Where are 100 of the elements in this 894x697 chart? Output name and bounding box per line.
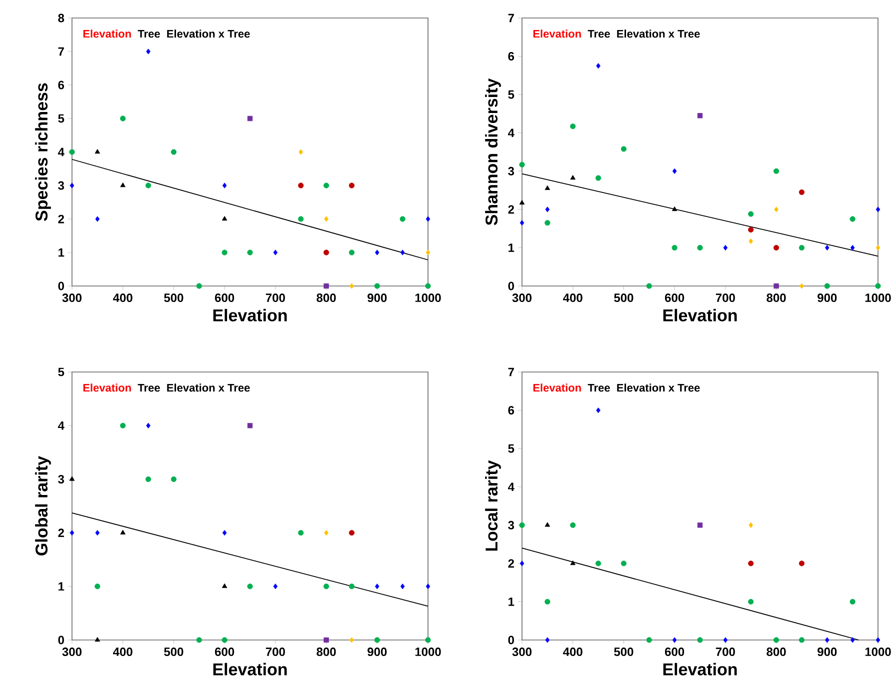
point <box>222 250 228 256</box>
x-tick-label: 400 <box>563 648 582 656</box>
point <box>374 283 380 289</box>
y-tick-label: 1 <box>58 248 64 257</box>
y-tick-label: 6 <box>58 80 64 90</box>
point <box>348 584 355 590</box>
x-tick-label: 900 <box>818 648 837 656</box>
point <box>875 283 881 289</box>
x-tick-label: 700 <box>266 648 285 656</box>
point <box>723 637 728 643</box>
point <box>773 168 780 174</box>
point <box>324 216 328 222</box>
point <box>94 149 100 154</box>
point <box>748 238 754 244</box>
point <box>824 244 830 251</box>
point <box>94 637 100 642</box>
y-tick-label: 5 <box>508 444 514 453</box>
point <box>348 250 355 256</box>
y-tick-label: 4 <box>58 148 64 156</box>
point <box>672 168 677 174</box>
point <box>324 637 329 643</box>
x-tick-label: 600 <box>215 294 234 302</box>
point <box>723 244 728 251</box>
y-tick-label: 5 <box>58 368 64 376</box>
point <box>748 598 754 605</box>
x-tick-label: 600 <box>665 648 684 656</box>
point <box>222 583 228 588</box>
point <box>620 146 627 152</box>
point <box>323 182 330 188</box>
point <box>697 113 703 118</box>
point <box>800 283 804 289</box>
point <box>544 185 550 190</box>
x-tick-label: 300 <box>62 294 82 302</box>
x-tick-label: 700 <box>716 294 735 302</box>
point <box>595 560 602 566</box>
point <box>374 637 380 643</box>
y-tick-label: 5 <box>58 114 64 123</box>
point <box>544 598 550 605</box>
point <box>520 560 524 566</box>
point <box>876 637 880 643</box>
y-tick-label: 0 <box>508 636 514 644</box>
y-tick-label: 2 <box>508 559 514 568</box>
annotation: Tree <box>138 30 160 38</box>
point <box>350 283 354 289</box>
annotation: Elevation <box>83 384 131 392</box>
annotation: Elevation <box>533 30 581 38</box>
y-axis-title: Local rarity <box>485 460 501 551</box>
x-tick-label: 300 <box>512 294 532 302</box>
point <box>95 530 100 536</box>
x-tick-label: 800 <box>766 648 786 656</box>
y-tick-label: 2 <box>508 205 514 214</box>
point <box>697 637 703 643</box>
point <box>222 530 227 536</box>
y-tick-label: 3 <box>58 474 64 484</box>
point <box>170 149 177 155</box>
point <box>94 584 100 590</box>
point <box>348 530 355 536</box>
y-tick-label: 4 <box>508 482 514 491</box>
point <box>145 182 152 188</box>
point <box>298 216 304 222</box>
point <box>426 584 430 590</box>
y-tick-label: 6 <box>508 52 514 61</box>
y-tick-label: 8 <box>58 14 64 22</box>
point <box>69 476 75 481</box>
point <box>120 116 126 122</box>
point <box>298 182 304 188</box>
point <box>426 250 430 256</box>
point <box>545 637 550 643</box>
annotation: Tree <box>138 384 160 392</box>
point <box>798 560 805 566</box>
point <box>95 216 100 222</box>
point <box>544 220 550 226</box>
point <box>247 584 253 590</box>
x-tick-label: 400 <box>563 294 582 302</box>
point <box>570 522 576 528</box>
point <box>646 637 652 643</box>
point <box>798 244 805 251</box>
point <box>595 175 602 181</box>
point <box>672 206 678 212</box>
point <box>222 182 227 188</box>
point <box>672 244 678 251</box>
x-tick-label: 700 <box>266 294 285 302</box>
point <box>620 560 627 566</box>
point <box>146 48 150 54</box>
point <box>348 182 355 188</box>
x-tick-label: 900 <box>368 294 387 302</box>
point <box>544 522 550 527</box>
x-tick-label: 800 <box>316 294 336 302</box>
y-tick-label: 3 <box>508 520 514 530</box>
x-tick-label: 400 <box>113 294 132 302</box>
point <box>400 216 406 222</box>
point <box>596 63 600 69</box>
point <box>824 283 830 289</box>
point <box>570 124 576 130</box>
y-tick-label: 3 <box>58 181 64 190</box>
x-tick-label: 500 <box>614 648 634 656</box>
point <box>170 476 177 482</box>
point <box>222 637 228 643</box>
point <box>298 530 304 536</box>
x-tick-label: 1000 <box>415 294 441 302</box>
